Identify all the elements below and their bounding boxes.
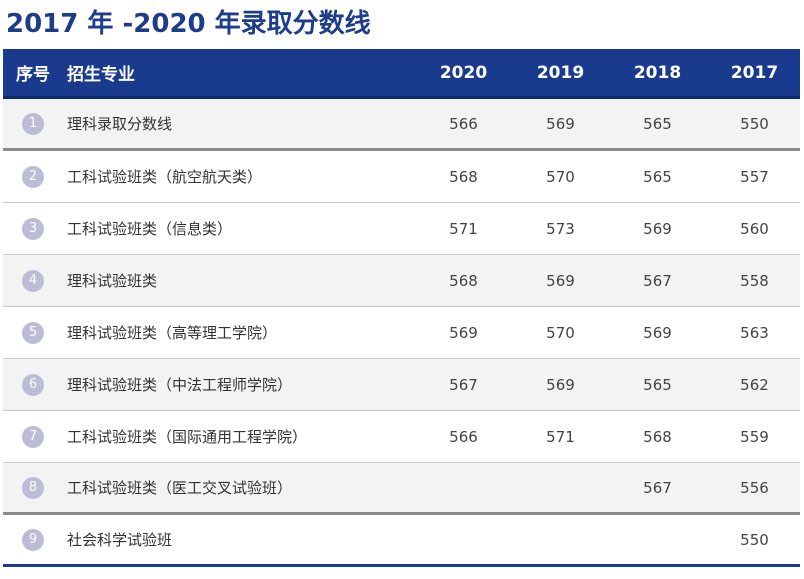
- row-index-badge: 1: [22, 112, 44, 135]
- table-row: 7 工科试验班类（国际通用工程学院） 566 571 568 559: [3, 411, 800, 463]
- row-major: 理科试验班类（中法工程师学院）: [67, 376, 293, 394]
- score-2019: 571: [546, 427, 575, 446]
- score-2019: 570: [546, 323, 575, 342]
- score-2017: 550: [740, 114, 769, 133]
- page-title: 2017 年 -2020 年录取分数线: [6, 9, 371, 39]
- row-major: 工科试验班类（航空航天类）: [67, 168, 263, 186]
- row-index-badge: 5: [22, 321, 44, 344]
- row-major: 理科录取分数线: [67, 115, 173, 133]
- row-index-badge: 8: [22, 476, 44, 499]
- score-2019: 569: [546, 114, 575, 133]
- score-2018: 567: [643, 478, 672, 497]
- row-index-badge: 7: [22, 425, 44, 448]
- table-row: 4 理科试验班类 568 569 567 558: [3, 255, 800, 307]
- header-year-2017: 2017: [730, 62, 779, 83]
- table-row: 6 理科试验班类（中法工程师学院） 567 569 565 562: [3, 359, 800, 411]
- row-index-badge: 3: [22, 217, 44, 240]
- score-2020: 566: [449, 427, 478, 446]
- row-major: 理科试验班类（高等理工学院）: [67, 324, 278, 342]
- header-year-2020: 2020: [439, 62, 488, 83]
- table-row: 5 理科试验班类（高等理工学院） 569 570 569 563: [3, 307, 800, 359]
- row-major: 社会科学试验班: [67, 531, 173, 549]
- header-year-2019: 2019: [536, 62, 585, 83]
- header-major: 招生专业: [67, 65, 135, 85]
- score-2017: 556: [740, 478, 769, 497]
- score-2018: 565: [643, 167, 672, 186]
- score-2020: 568: [449, 167, 478, 186]
- score-2018: 569: [643, 219, 672, 238]
- score-2020: 571: [449, 219, 478, 238]
- score-2020: 567: [449, 375, 478, 394]
- header-year-2018: 2018: [633, 62, 682, 83]
- admission-score-table: 序号 招生专业 2020 2019 2018 2017 1 理科录取分数线 56…: [3, 49, 800, 567]
- score-2020: 566: [449, 114, 478, 133]
- score-2017: 562: [740, 375, 769, 394]
- table-row: 2 工科试验班类（航空航天类） 568 570 565 557: [3, 151, 800, 203]
- score-2017: 560: [740, 219, 769, 238]
- score-2018: 565: [643, 375, 672, 394]
- score-2017: 558: [740, 271, 769, 290]
- score-2017: 550: [740, 530, 769, 549]
- score-2019: 569: [546, 271, 575, 290]
- score-2018: 565: [643, 114, 672, 133]
- table-row: 3 工科试验班类（信息类） 571 573 569 560: [3, 203, 800, 255]
- table-row: 1 理科录取分数线 566 569 565 550: [3, 99, 800, 151]
- table-header: 序号 招生专业 2020 2019 2018 2017: [3, 49, 800, 99]
- score-2017: 559: [740, 427, 769, 446]
- score-2018: 569: [643, 323, 672, 342]
- row-index-badge: 6: [22, 373, 44, 396]
- score-2020: 569: [449, 323, 478, 342]
- table-row: 9 社会科学试验班 550: [3, 515, 800, 567]
- table-row: 8 工科试验班类（医工交叉试验班） 567 556: [3, 463, 800, 515]
- row-index-badge: 9: [22, 528, 44, 551]
- score-2019: 569: [546, 375, 575, 394]
- row-index-badge: 2: [22, 165, 44, 188]
- row-major: 工科试验班类（国际通用工程学院）: [67, 428, 308, 446]
- score-2017: 563: [740, 323, 769, 342]
- row-major: 工科试验班类（信息类）: [67, 220, 233, 238]
- score-2018: 568: [643, 427, 672, 446]
- score-2019: 570: [546, 167, 575, 186]
- score-2018: 567: [643, 271, 672, 290]
- score-2019: 573: [546, 219, 575, 238]
- header-index: 序号: [16, 65, 50, 85]
- score-2017: 557: [740, 167, 769, 186]
- row-index-badge: 4: [22, 269, 44, 292]
- row-major: 工科试验班类（医工交叉试验班）: [67, 479, 293, 497]
- row-major: 理科试验班类: [67, 272, 158, 290]
- score-2020: 568: [449, 271, 478, 290]
